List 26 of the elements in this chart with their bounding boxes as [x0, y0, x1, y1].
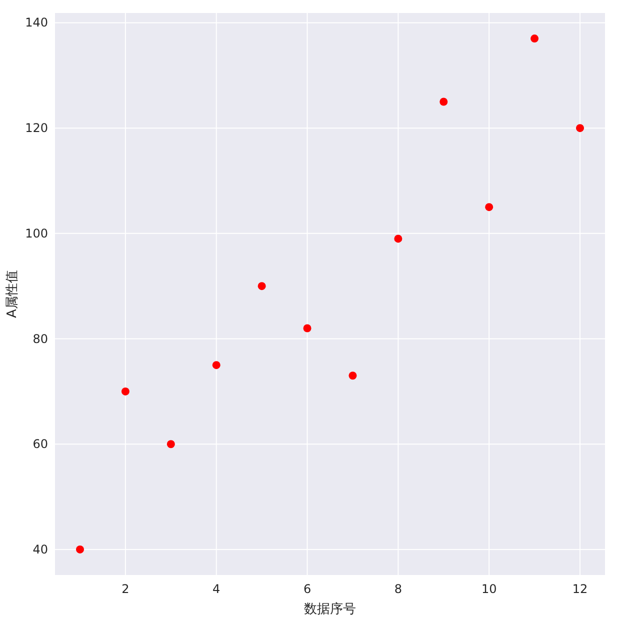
y-tick-label: 40: [32, 542, 48, 556]
y-axis-title: A属性值: [5, 270, 20, 318]
x-tick-label: 8: [394, 582, 402, 596]
y-tick-label: 100: [25, 226, 48, 240]
point: [576, 124, 584, 132]
y-tick-label: 80: [32, 332, 48, 346]
y-tick-label: 140: [25, 16, 48, 30]
x-tick-label: 2: [122, 582, 130, 596]
y-tick-label: 60: [32, 437, 48, 452]
x-tick-label: 10: [481, 582, 497, 596]
point: [485, 203, 494, 212]
point: [530, 34, 539, 43]
x-tick-label: 6: [303, 582, 312, 596]
point: [348, 372, 357, 380]
x-tick-label: 12: [572, 582, 588, 596]
x-axis-title: 数据序号: [304, 601, 356, 617]
y-tick-label: 120: [25, 121, 48, 136]
point: [303, 324, 312, 332]
point: [121, 387, 130, 396]
point: [440, 98, 448, 106]
point: [76, 545, 84, 554]
point: [394, 234, 402, 243]
point: [166, 440, 175, 448]
x-tick-label: 4: [212, 582, 220, 596]
point: [258, 282, 266, 290]
point: [212, 361, 220, 370]
